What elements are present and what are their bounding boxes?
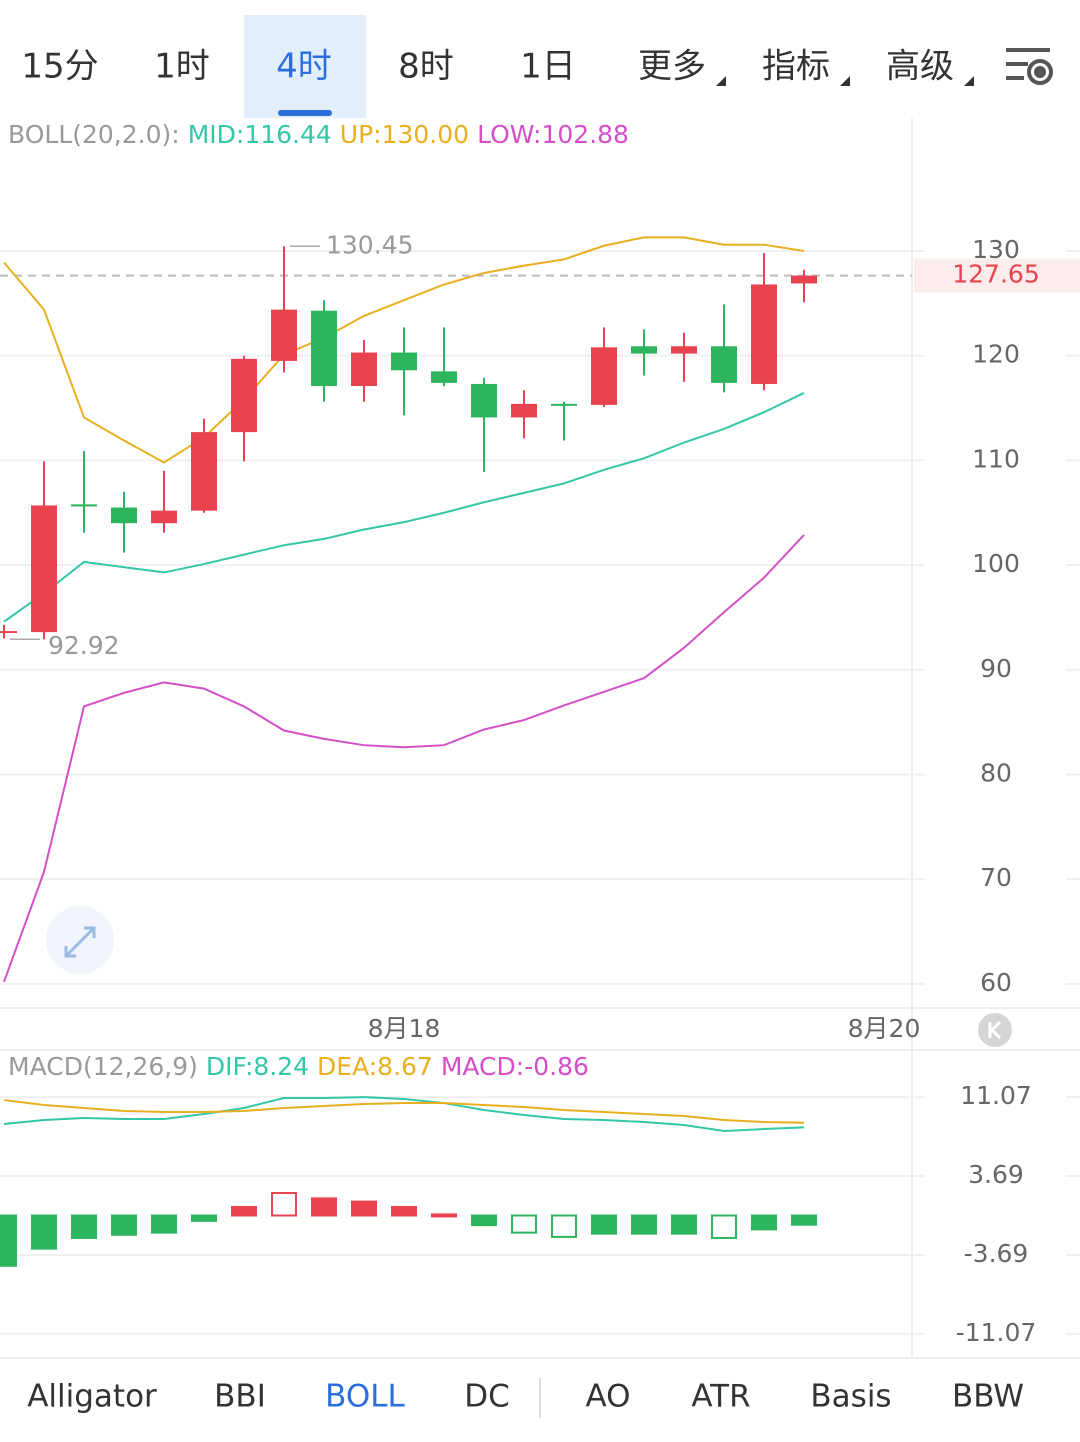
legend-entry: MID:116.44: [188, 120, 332, 149]
legend-entry: DIF:8.24: [206, 1052, 309, 1081]
candle-body: [751, 284, 777, 384]
candle-body: [391, 352, 417, 371]
y-tick-label: 3.69: [968, 1160, 1024, 1189]
legend-entry: MACD:-0.86: [441, 1052, 589, 1081]
settings-icon[interactable]: [1006, 48, 1053, 85]
last-price-bg: [914, 258, 1080, 293]
legend-entry: DEA:8.67: [317, 1052, 433, 1081]
macd-bar: [311, 1197, 337, 1217]
max-annotation: 130.45: [326, 230, 413, 259]
last-price-label: 127.65: [952, 260, 1039, 289]
candle-body: [551, 403, 577, 406]
macd-bar: [351, 1200, 377, 1217]
indicator-line: [3, 1096, 805, 1132]
legend-entry: BOLL(20,2.0):: [8, 120, 180, 149]
min-annotation: 92.92: [48, 631, 120, 660]
macd-bar: [231, 1205, 257, 1217]
tab[interactable]: BOLL: [325, 1379, 405, 1415]
candle-body: [431, 371, 457, 383]
macd-bar: [71, 1214, 97, 1239]
active-tab-indicator: [278, 110, 332, 116]
y-tick-label: -3.69: [964, 1239, 1029, 1268]
macd-bar: [111, 1214, 137, 1236]
tab[interactable]: 8时: [398, 47, 454, 87]
y-tick-label: 70: [980, 863, 1012, 892]
y-tick-label: 11.07: [960, 1081, 1032, 1110]
candle-body: [671, 346, 697, 354]
macd-bar: [391, 1205, 417, 1217]
macd-bar: [271, 1192, 297, 1217]
macd-bar: [511, 1214, 537, 1234]
candle-body: [71, 504, 97, 507]
candle-body: [711, 346, 737, 383]
tab[interactable]: 1日: [520, 47, 576, 87]
tab[interactable]: AO: [585, 1379, 630, 1415]
macd-bar: [471, 1214, 497, 1227]
tab[interactable]: ATR: [691, 1379, 750, 1415]
tab[interactable]: DC: [464, 1379, 510, 1415]
legend-entry: UP:130.00: [340, 120, 469, 149]
macd-bar: [591, 1214, 617, 1235]
x-tick-label: 8月18: [368, 1014, 441, 1043]
macd-bar: [671, 1214, 697, 1235]
macd-bar: [711, 1214, 737, 1239]
macd-bar: [191, 1214, 217, 1222]
tab[interactable]: 更多: [638, 47, 706, 87]
tab[interactable]: 1时: [154, 47, 210, 87]
macd-bar: [631, 1214, 657, 1235]
candle-body: [631, 346, 657, 354]
x-tick-label: 8月20: [848, 1014, 921, 1043]
candle-body: [31, 505, 57, 633]
indicator-line: [3, 236, 805, 464]
candle-body: [471, 383, 497, 418]
indicator-line: [3, 534, 805, 983]
y-tick-label: 80: [980, 759, 1012, 788]
tab[interactable]: BBW: [952, 1379, 1024, 1415]
candle-body: [0, 631, 17, 634]
dropdown-arrows: [716, 76, 974, 86]
candle-body: [311, 310, 337, 387]
candle-body: [191, 432, 217, 511]
y-tick-label: 110: [972, 444, 1020, 473]
candle-body: [111, 507, 137, 524]
y-tick-label: 100: [972, 549, 1020, 578]
indicator-line: [3, 1099, 805, 1124]
y-tick-label: 60: [980, 968, 1012, 997]
y-tick-label: 120: [972, 340, 1020, 369]
indicator-line: [3, 392, 805, 623]
expand-icon[interactable]: [46, 906, 114, 974]
tab[interactable]: BBI: [214, 1379, 266, 1415]
macd-bar: [791, 1214, 817, 1226]
candle-body: [591, 347, 617, 405]
macd-bar: [751, 1214, 777, 1231]
macd-bar: [31, 1214, 57, 1250]
candle-body: [231, 358, 257, 433]
macd-bar: [551, 1214, 577, 1238]
candle-body: [351, 352, 377, 387]
active-tab-bg: [244, 15, 366, 118]
tab[interactable]: 高级: [886, 47, 954, 87]
macd-bar: [431, 1213, 457, 1218]
tab[interactable]: Alligator: [27, 1379, 157, 1415]
tab[interactable]: 指标: [762, 47, 830, 87]
y-tick-label: -11.07: [956, 1318, 1037, 1347]
legend-entry: MACD(12,26,9): [8, 1052, 198, 1081]
candle-body: [511, 403, 537, 418]
macd-bar: [0, 1214, 17, 1267]
tab[interactable]: 4时: [276, 47, 332, 87]
legend-entry: LOW:102.88: [477, 120, 629, 149]
tab[interactable]: Basis: [810, 1379, 891, 1415]
candle-body: [271, 309, 297, 361]
y-tick-label: 90: [980, 654, 1012, 683]
candle-body: [151, 510, 177, 524]
candle-body: [791, 275, 817, 284]
tab[interactable]: 15分: [21, 47, 98, 87]
macd-bar: [151, 1214, 177, 1234]
content: 15分 1时 4时 8时 1日 更多 指标 高级 Alligator BBI BOLL DC AO ATR…: [0, 47, 1080, 1415]
reset-icon[interactable]: [978, 1013, 1012, 1047]
